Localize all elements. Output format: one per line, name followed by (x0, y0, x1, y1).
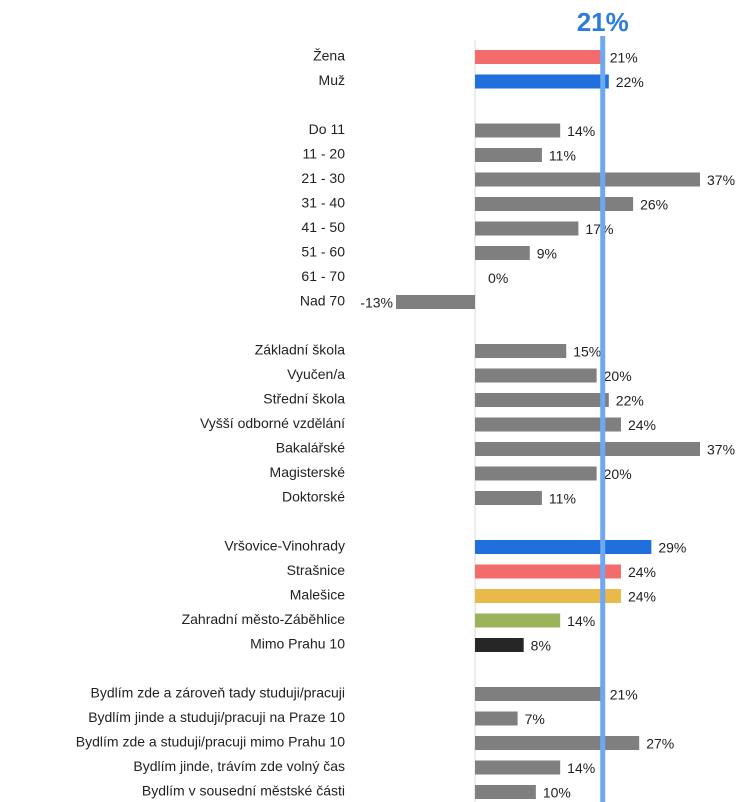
bar (475, 589, 621, 603)
bar (475, 172, 700, 187)
value-label: 14% (567, 760, 595, 776)
bar (475, 613, 561, 628)
value-label: 8% (531, 638, 551, 654)
value-label: 7% (525, 711, 545, 727)
bar (475, 540, 652, 554)
value-label: 37% (707, 442, 735, 458)
category-label: Doktorské (282, 489, 345, 505)
bar (475, 123, 561, 138)
category-label: 41 - 50 (301, 219, 345, 235)
value-label: 14% (567, 123, 595, 139)
value-label: 26% (640, 197, 668, 213)
value-label: 10% (543, 785, 571, 801)
bar (475, 564, 621, 579)
value-label: 21% (610, 50, 638, 66)
value-label: 37% (707, 172, 735, 188)
value-label: 0% (488, 270, 508, 286)
value-label: 24% (628, 564, 656, 580)
category-label: 31 - 40 (301, 195, 345, 211)
value-label: 24% (628, 589, 656, 605)
category-label: 21 - 30 (301, 170, 345, 186)
value-label: 14% (567, 613, 595, 629)
bar (475, 687, 603, 701)
category-label: Základní škola (255, 342, 345, 358)
category-label: Do 11 (309, 121, 346, 137)
value-label: 11% (549, 148, 576, 164)
category-label: Muž (319, 72, 345, 88)
bar (396, 295, 476, 309)
category-label: Nad 70 (300, 293, 345, 309)
bar (475, 442, 700, 456)
bar (475, 148, 542, 162)
category-label: Zahradní město-Záběhlice (182, 611, 346, 627)
value-label: 29% (658, 540, 686, 556)
value-label: 11% (549, 491, 576, 507)
value-label: 20% (604, 466, 632, 482)
value-label: 15% (573, 344, 601, 360)
category-label: Mimo Prahu 10 (250, 636, 345, 652)
category-label: Strašnice (287, 562, 346, 578)
category-label: Střední škola (263, 391, 345, 407)
bar (475, 246, 530, 260)
bar (475, 344, 567, 358)
bar (475, 760, 561, 775)
bar (475, 197, 634, 211)
bar (475, 50, 603, 64)
value-label: -13% (360, 295, 393, 311)
value-label: 21% (610, 687, 638, 703)
value-label: 22% (616, 74, 644, 90)
category-label: Malešice (290, 587, 345, 603)
bar (475, 393, 609, 407)
category-label: Bydlím v sousední městské části (142, 783, 345, 799)
bar (475, 368, 597, 383)
reference-label: 21% (577, 7, 629, 37)
value-label: 24% (628, 417, 656, 433)
category-label: Žena (313, 48, 345, 64)
category-label: 11 - 20 (302, 146, 345, 162)
category-label: 51 - 60 (301, 244, 345, 260)
bar (475, 638, 524, 652)
category-label: Vyučen/a (287, 366, 345, 382)
category-label: Bydlím zde a zároveň tady studuji/pracuj… (91, 685, 345, 701)
bar (475, 74, 609, 89)
bar (475, 417, 621, 432)
bar (475, 221, 579, 236)
value-label: 22% (616, 393, 644, 409)
category-label: Bakalářské (276, 440, 345, 456)
value-label: 20% (604, 368, 632, 384)
bar (475, 736, 640, 750)
category-label: Magisterské (270, 464, 346, 480)
category-label: Vršovice-Vinohrady (224, 538, 345, 554)
category-label: Bydlím jinde a studuji/pracuji na Praze … (88, 709, 345, 725)
category-label: 61 - 70 (301, 268, 345, 284)
value-label: 17% (585, 221, 613, 237)
bar (475, 711, 518, 726)
bar (475, 466, 597, 481)
category-label: Bydlím jinde, trávím zde volný čas (133, 758, 345, 774)
value-label: 9% (537, 246, 557, 262)
value-label: 27% (646, 736, 674, 752)
category-label: Vyšší odborné vzdělání (200, 415, 345, 431)
bar (475, 785, 536, 799)
bar (475, 491, 542, 505)
category-label: Bydlím zde a studuji/pracuji mimo Prahu … (76, 734, 345, 750)
